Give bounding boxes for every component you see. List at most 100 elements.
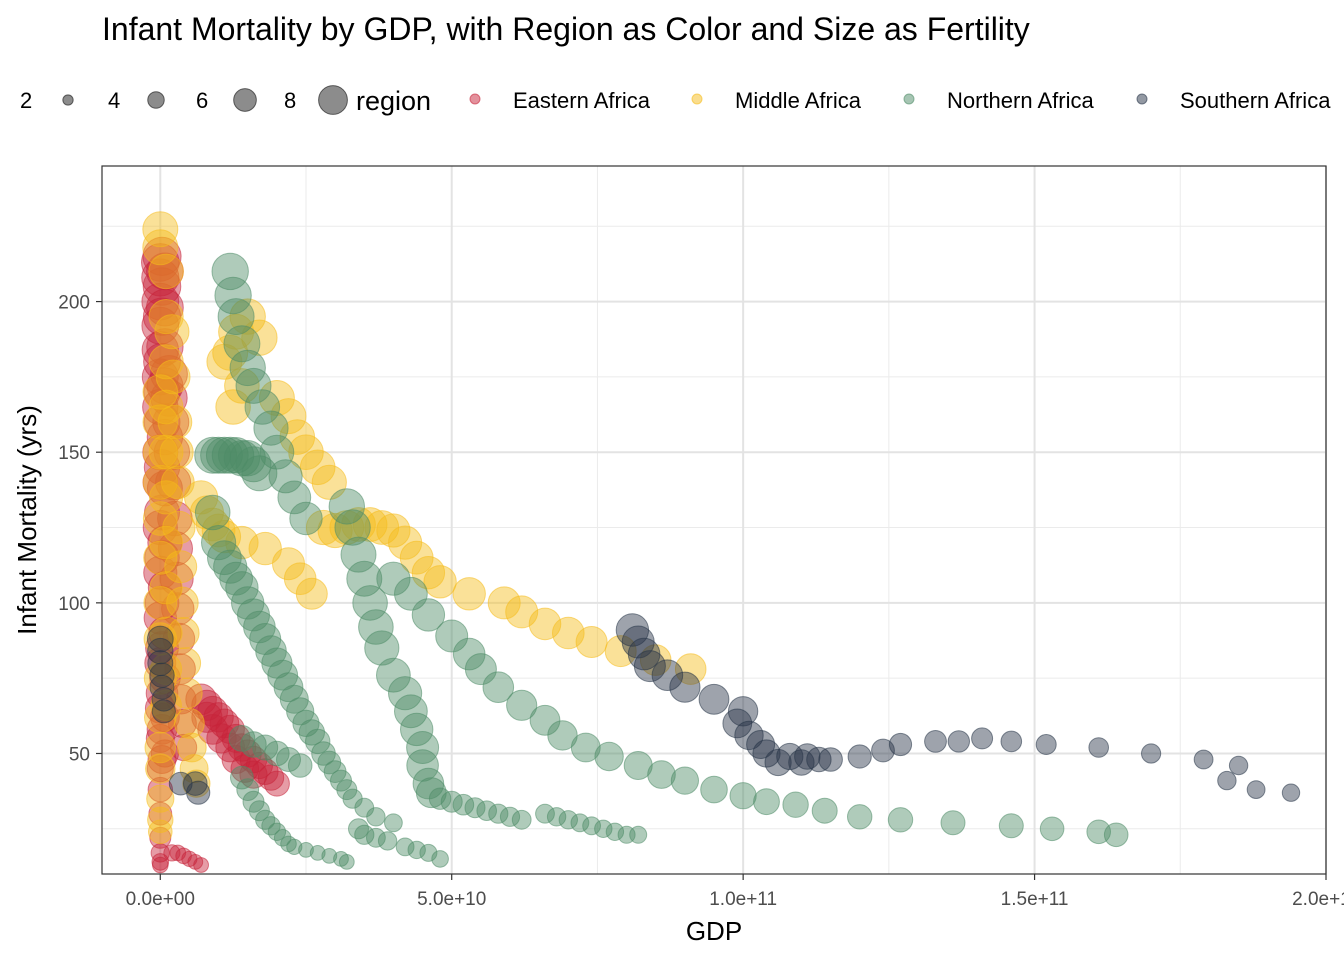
- color-legend-key: [469, 93, 481, 105]
- data-point: [366, 807, 386, 827]
- data-point: [255, 809, 276, 830]
- data-point: [400, 712, 434, 747]
- data-point: [670, 766, 700, 795]
- data-point: [818, 747, 843, 772]
- data-point: [352, 585, 388, 621]
- data-point: [171, 677, 203, 709]
- data-point: [151, 699, 176, 724]
- data-point: [464, 653, 497, 686]
- data-point: [176, 732, 207, 763]
- data-point: [488, 803, 509, 824]
- data-point: [206, 723, 237, 754]
- data-point: [594, 741, 624, 772]
- data-point: [364, 630, 400, 666]
- size-legend-label: 8: [284, 88, 296, 113]
- data-point: [194, 494, 231, 531]
- data-point: [277, 480, 312, 515]
- data-point: [298, 842, 314, 858]
- data-point: [147, 776, 174, 803]
- size-legend-key: [147, 91, 165, 109]
- y-tick-label: 150: [58, 443, 90, 464]
- data-point: [146, 288, 184, 327]
- data-point: [1088, 737, 1109, 758]
- data-point: [150, 689, 182, 722]
- data-point: [149, 480, 184, 515]
- data-point: [633, 650, 666, 683]
- data-point: [241, 319, 278, 356]
- data-point: [166, 586, 199, 620]
- data-point: [170, 733, 198, 762]
- data-point: [142, 236, 182, 276]
- data-point: [947, 730, 970, 753]
- color-legend-label: Eastern Africa: [513, 88, 651, 113]
- size-legend-key: [318, 85, 348, 115]
- data-point: [546, 807, 567, 827]
- data-point: [394, 694, 428, 729]
- data-point: [152, 856, 169, 874]
- data-point: [971, 727, 994, 750]
- data-point: [149, 571, 183, 605]
- data-point: [623, 751, 653, 780]
- data-point: [142, 501, 178, 536]
- data-point: [268, 459, 303, 494]
- data-point: [286, 838, 303, 856]
- data-point: [811, 797, 838, 824]
- data-point: [482, 671, 515, 704]
- data-point: [230, 765, 254, 790]
- data-point: [141, 282, 180, 321]
- y-axis-title: Infant Mortality (yrs): [12, 405, 42, 635]
- data-point: [155, 359, 191, 395]
- data-point: [535, 803, 555, 824]
- data-point: [142, 267, 182, 306]
- data-point: [150, 702, 180, 733]
- y-axis: 50 100 150 200: [58, 293, 102, 765]
- data-point: [159, 435, 194, 470]
- data-point: [144, 539, 180, 576]
- x-tick-label: 0.0e+00: [126, 889, 195, 910]
- data-point: [276, 747, 301, 772]
- data-point: [154, 314, 190, 350]
- data-point: [734, 720, 764, 751]
- data-point: [229, 440, 266, 477]
- data-point: [940, 810, 966, 836]
- data-point: [148, 819, 173, 845]
- data-point: [146, 625, 174, 653]
- data-point: [998, 813, 1024, 839]
- data-point: [698, 683, 730, 715]
- data-point: [487, 586, 521, 620]
- data-point: [1193, 749, 1214, 770]
- data-point: [348, 818, 369, 840]
- data-point: [399, 540, 434, 575]
- data-point: [506, 689, 538, 721]
- data-point: [722, 708, 753, 739]
- data-point: [144, 731, 177, 764]
- data-point: [924, 730, 947, 753]
- data-point: [148, 434, 184, 470]
- color-legend: region Eastern Africa Middle Africa Northe…: [356, 86, 1331, 116]
- data-point: [164, 550, 198, 584]
- data-point: [1039, 816, 1065, 842]
- data-point: [847, 804, 873, 830]
- data-point: [511, 809, 532, 830]
- data-point: [186, 780, 211, 805]
- data-point: [746, 730, 776, 759]
- data-point: [167, 617, 200, 649]
- data-point: [174, 708, 205, 739]
- data-point: [230, 754, 260, 783]
- data-point: [214, 276, 252, 315]
- data-point: [150, 355, 188, 393]
- series-group: [142, 211, 707, 845]
- data-point: [406, 749, 439, 782]
- data-point: [201, 525, 237, 561]
- data-point: [328, 488, 365, 525]
- data-point: [1141, 743, 1162, 764]
- data-point: [1000, 730, 1023, 753]
- color-legend-key: [1136, 93, 1148, 105]
- data-point: [388, 525, 423, 560]
- data-point: [423, 565, 457, 599]
- data-point: [146, 784, 175, 813]
- data-point: [207, 540, 242, 576]
- data-point: [289, 501, 323, 536]
- data-point: [150, 379, 188, 417]
